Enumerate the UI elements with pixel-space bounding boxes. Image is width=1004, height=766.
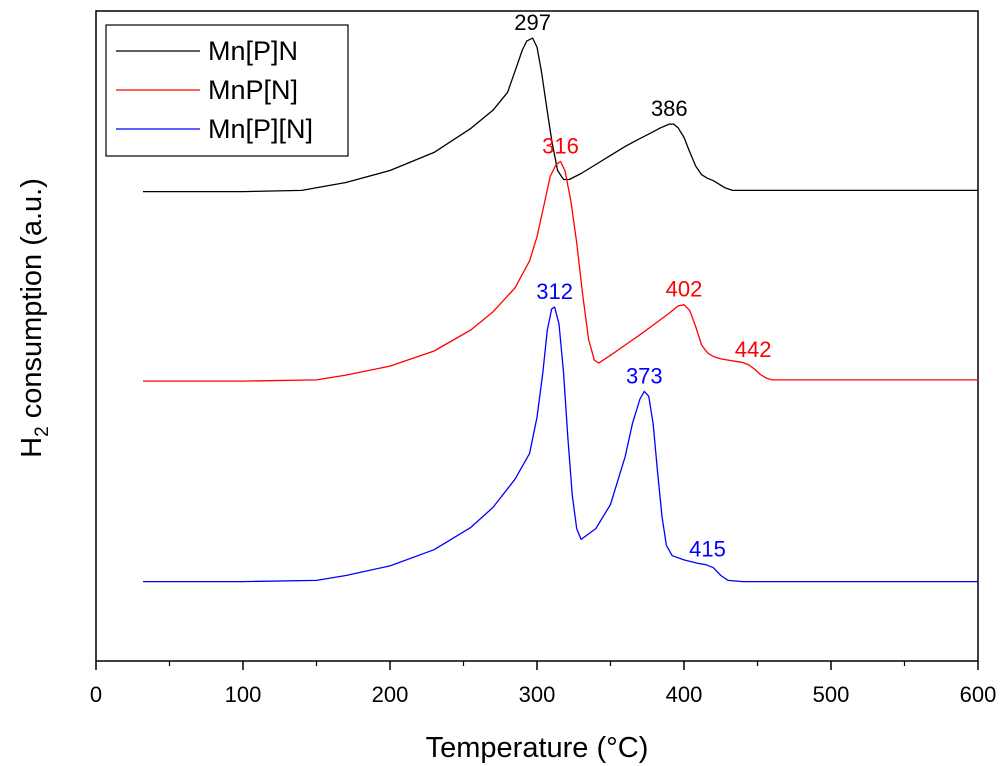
peak-label: 312 bbox=[536, 279, 573, 304]
x-axis-tick-labels: 0 100 200 300 400 500 600 bbox=[90, 682, 996, 707]
legend: Mn[P]N MnP[N] Mn[P][N] bbox=[106, 25, 348, 156]
y-axis-label-main: H bbox=[16, 437, 48, 458]
x-tick-label: 400 bbox=[666, 682, 703, 707]
x-axis-ticks bbox=[96, 661, 978, 670]
x-tick-label: 200 bbox=[372, 682, 409, 707]
x-tick-label: 0 bbox=[90, 682, 102, 707]
x-axis-label: Temperature (°C) bbox=[426, 732, 649, 764]
peak-label: 373 bbox=[626, 363, 663, 388]
y-axis-label-subscript: 2 bbox=[32, 426, 53, 437]
series-line-1 bbox=[143, 162, 978, 382]
peak-label: 415 bbox=[689, 537, 726, 562]
peak-label: 402 bbox=[666, 277, 703, 302]
peak-label: 386 bbox=[651, 96, 688, 121]
x-tick-label: 300 bbox=[519, 682, 556, 707]
series-line-2 bbox=[143, 307, 978, 581]
y-axis-label-rest: consumption (a.u.) bbox=[16, 178, 48, 426]
x-tick-label: 500 bbox=[813, 682, 850, 707]
peak-label: 316 bbox=[542, 133, 579, 158]
legend-label-mnp-n: MnP[N] bbox=[208, 75, 298, 105]
peak-label: 442 bbox=[735, 337, 772, 362]
peak-label: 297 bbox=[514, 10, 551, 35]
legend-label-mn-p-n: Mn[P]N bbox=[208, 36, 298, 66]
x-tick-label: 600 bbox=[960, 682, 997, 707]
peak-annotations: 297 386 316 402 442 312 373 415 bbox=[514, 10, 771, 562]
y-axis-label: H2 consumption (a.u.) bbox=[16, 178, 53, 458]
legend-label-mn-p-n-bracketed: Mn[P][N] bbox=[208, 114, 313, 144]
x-tick-label: 100 bbox=[225, 682, 262, 707]
